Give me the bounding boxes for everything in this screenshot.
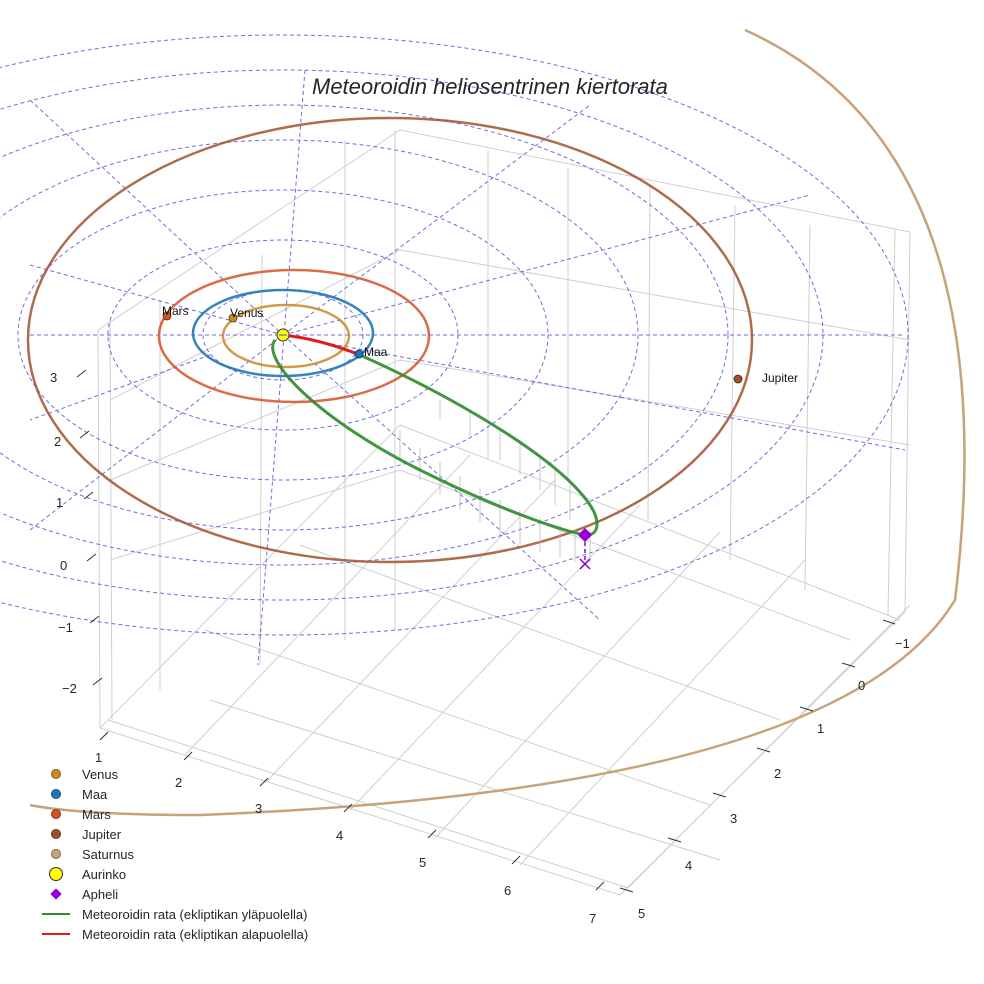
legend-label: Jupiter	[82, 826, 122, 842]
y-tick-1: 1	[817, 721, 824, 736]
x-tick-7: 7	[589, 911, 596, 926]
legend-item-jupiter: Jupiter	[36, 824, 308, 844]
green-line-icon	[42, 913, 70, 915]
x-tick-6: 6	[504, 883, 511, 898]
venus-marker	[228, 313, 238, 323]
mars-orbit	[157, 268, 431, 404]
legend-label: Aurinko	[82, 866, 127, 882]
mars-marker	[162, 311, 172, 321]
saturnus-orbit	[29, 28, 966, 817]
legend-item-saturnus: Saturnus	[36, 844, 308, 864]
sun-icon	[49, 867, 63, 881]
x-tick-3: 3	[255, 801, 262, 816]
diamond-icon	[50, 888, 62, 900]
chart-title: Meteoroidin heliosentrinen kiertorata	[312, 74, 668, 99]
legend-item-mars: Mars	[36, 804, 308, 824]
y-tick-5: 5	[638, 906, 645, 921]
axis-box-grid	[97, 129, 911, 896]
z-tick-3: 3	[50, 370, 57, 385]
meteoroid-orbit-below	[282, 333, 361, 357]
saturnus-dot-icon	[51, 849, 61, 859]
legend-item-below: Meteoroidin rata (ekliptikan alapuolella…	[36, 924, 308, 944]
x-tick-4: 4	[336, 828, 343, 843]
red-line-icon	[42, 933, 70, 935]
z-tick-m2: −2	[62, 681, 77, 696]
legend-item-apheli: Apheli	[36, 884, 308, 904]
venus-label: Venus	[230, 306, 263, 320]
y-axis	[619, 619, 896, 893]
maa-orbit	[191, 288, 375, 378]
y-tick-2: 2	[774, 766, 781, 781]
legend-item-maa: Maa	[36, 784, 308, 804]
maa-dot-icon	[51, 789, 61, 799]
legend-label: Apheli	[82, 886, 119, 902]
jupiter-orbit	[26, 116, 754, 564]
aphelion-projection-x	[579, 558, 591, 570]
z-tick-0: 0	[60, 558, 67, 573]
x-tick-2: 2	[175, 775, 182, 790]
aphelion-marker	[577, 527, 593, 543]
legend-item-venus: Venus	[36, 764, 308, 784]
meteoroid-orbit-above	[271, 339, 599, 537]
mars-dot-icon	[51, 809, 61, 819]
legend-label: Maa	[82, 786, 108, 802]
legend-item-aurinko: Aurinko	[36, 864, 308, 884]
legend-label: Saturnus	[82, 846, 135, 862]
y-tick-3: 3	[730, 811, 737, 826]
legend-label: Mars	[82, 806, 111, 822]
legend-label: Meteoroidin rata (ekliptikan alapuolella…	[82, 926, 309, 942]
legend-item-above: Meteoroidin rata (ekliptikan yläpuolella…	[36, 904, 308, 924]
jupiter-marker	[733, 374, 743, 384]
maa-label: Maa	[364, 345, 388, 359]
y-tick-m1: −1	[895, 636, 910, 651]
x-tick-1: 1	[95, 750, 102, 765]
x-tick-5: 5	[419, 855, 426, 870]
legend-label: Venus	[82, 766, 119, 782]
jupiter-label: Jupiter	[762, 371, 798, 385]
maa-marker	[354, 349, 364, 359]
legend: Venus Maa Mars Jupiter Saturnus Aurinko …	[36, 764, 308, 944]
ecliptic-polar-grid	[0, 34, 909, 666]
z-axis	[76, 369, 103, 686]
z-tick-m1: −1	[58, 620, 73, 635]
legend-label: Meteoroidin rata (ekliptikan yläpuolella…	[82, 906, 308, 922]
jupiter-dot-icon	[51, 829, 61, 839]
z-tick-2: 2	[54, 434, 61, 449]
z-tick-1: 1	[56, 495, 63, 510]
y-tick-0: 0	[858, 678, 865, 693]
x-axis	[99, 731, 605, 891]
mars-label: Mars	[162, 304, 189, 318]
venus-dot-icon	[51, 769, 61, 779]
venus-orbit	[221, 303, 351, 369]
y-tick-4: 4	[685, 858, 692, 873]
